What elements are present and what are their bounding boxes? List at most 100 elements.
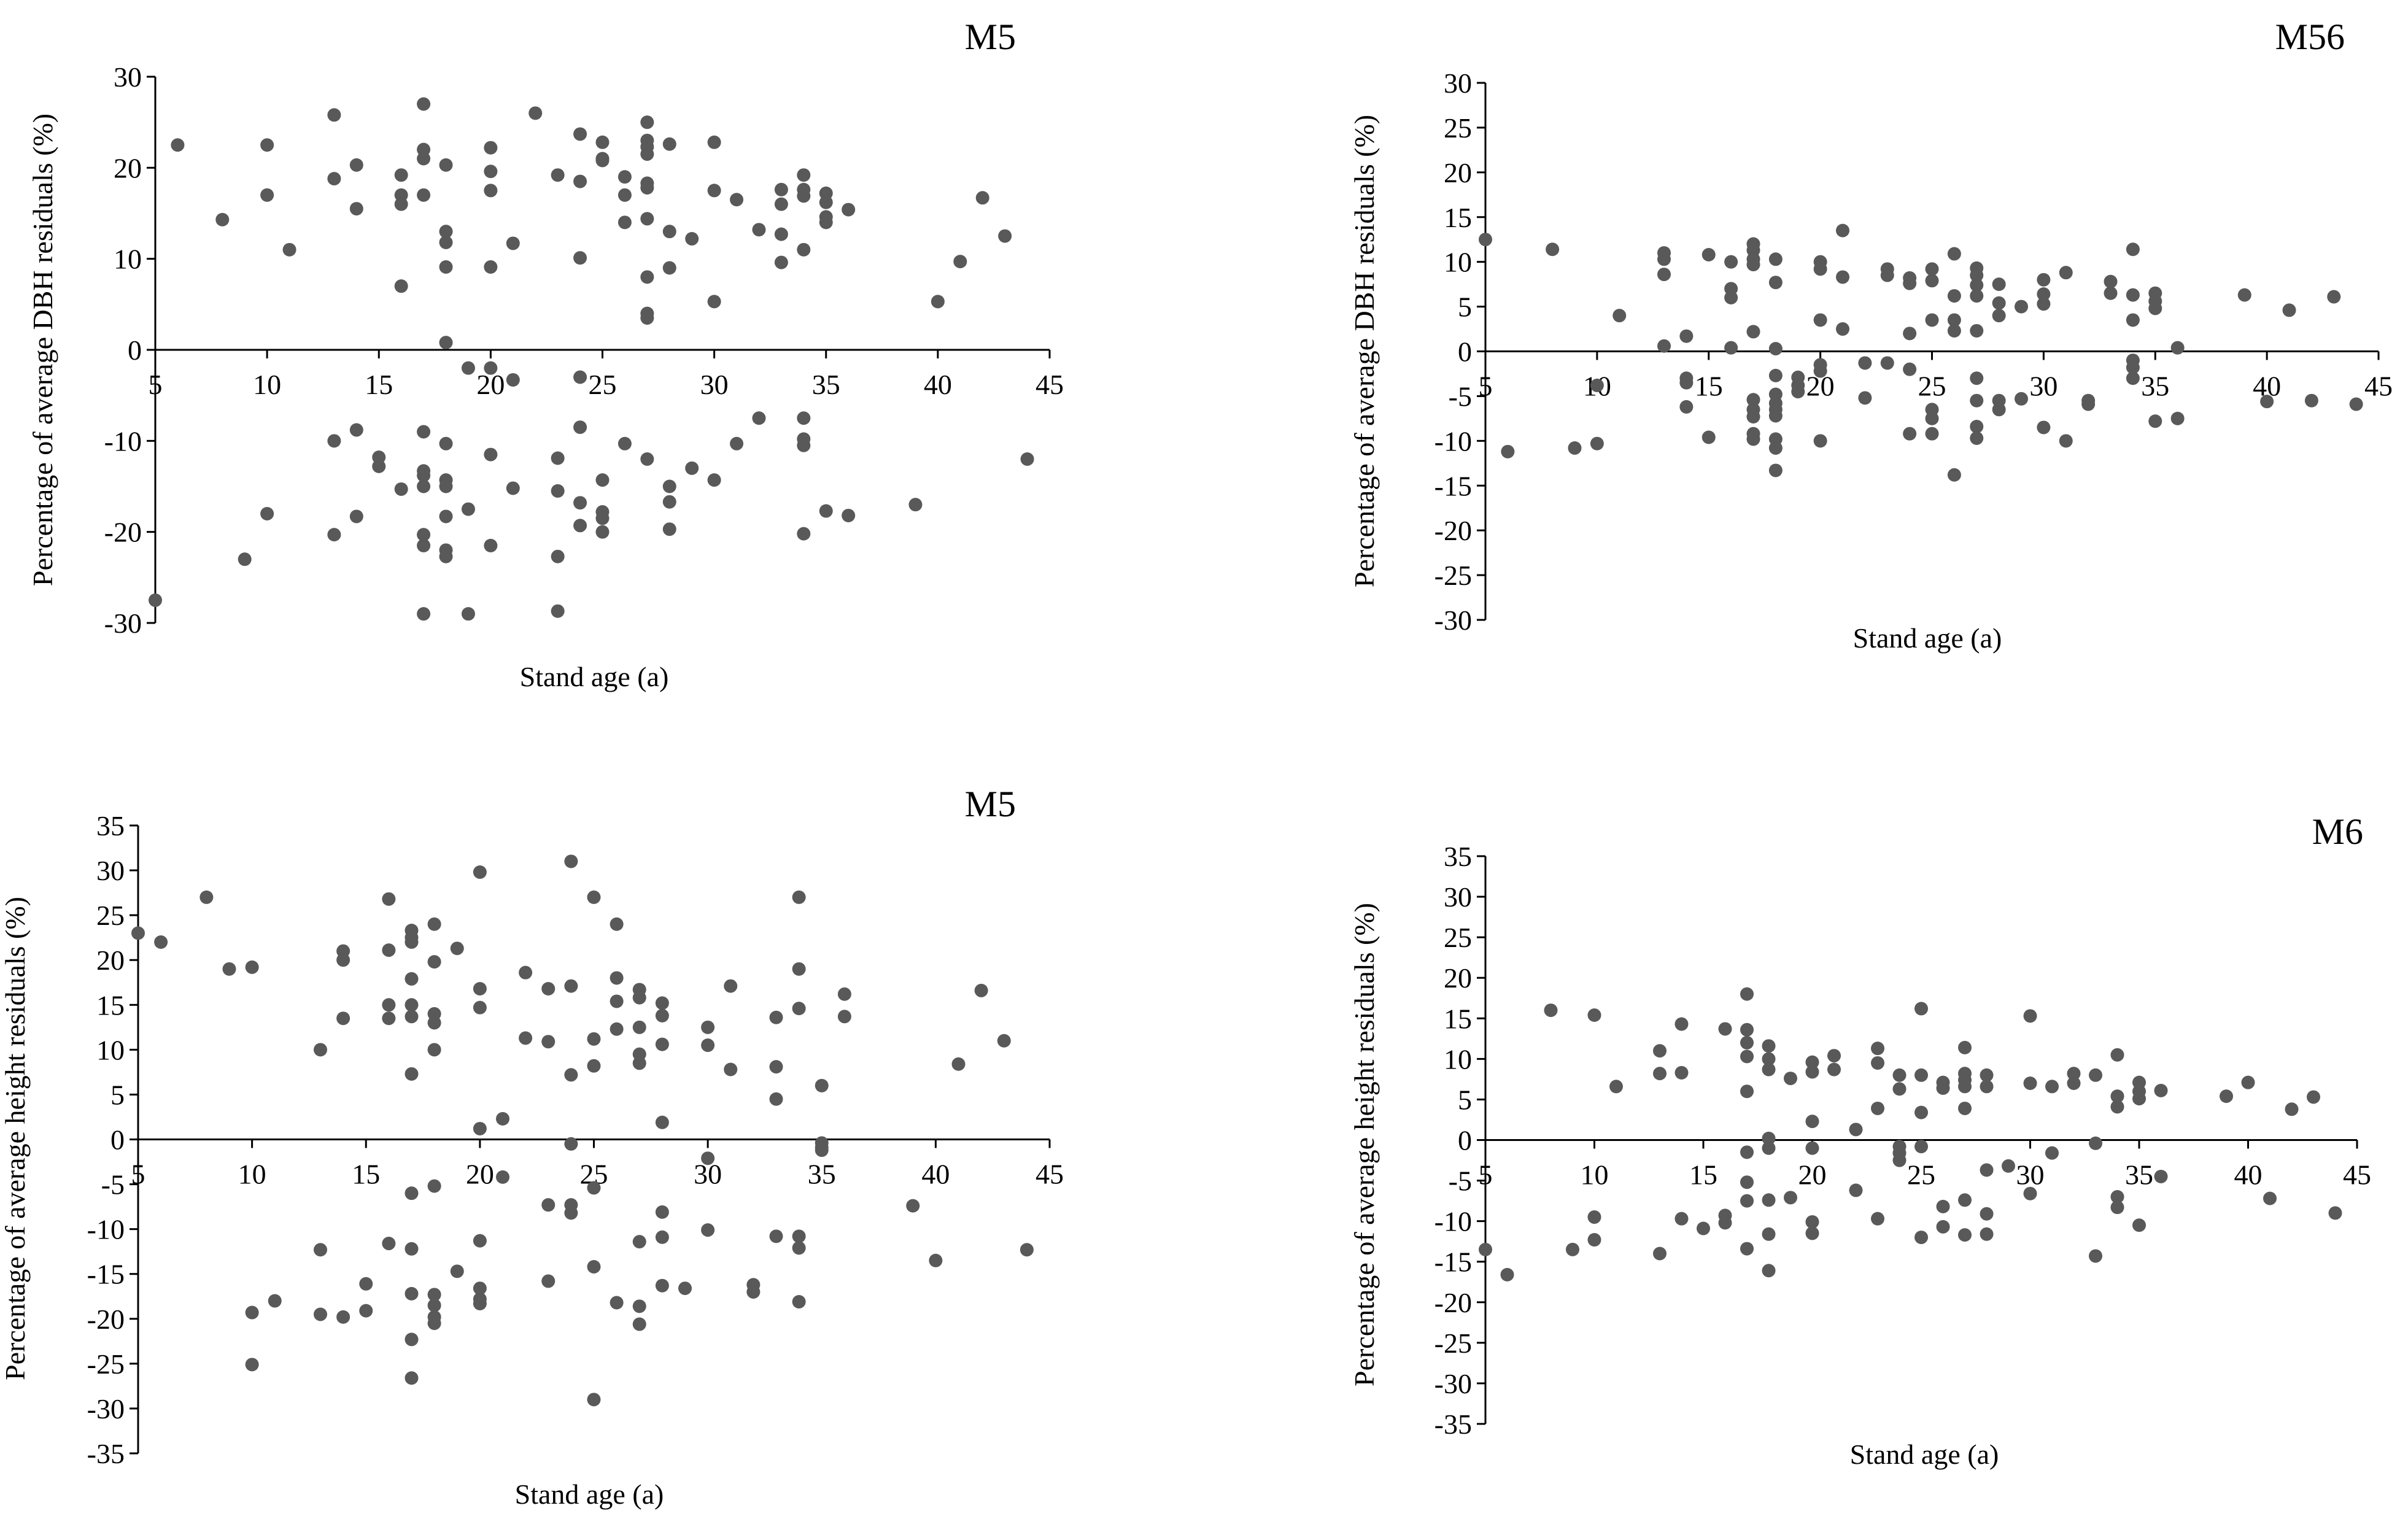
data-point — [439, 225, 453, 239]
data-point — [2059, 434, 2073, 448]
data-point — [2045, 1080, 2059, 1094]
y-tick-label: 25 — [1444, 922, 1472, 953]
data-point — [746, 1285, 761, 1299]
x-tick-label: 10 — [238, 1159, 266, 1190]
data-point — [417, 468, 431, 482]
data-point — [632, 1020, 646, 1034]
data-point — [595, 511, 610, 525]
data-point — [1892, 1153, 1907, 1167]
x-tick-label: 25 — [1907, 1159, 1935, 1191]
data-point — [1768, 463, 1783, 477]
y-tick-label: 25 — [96, 900, 125, 931]
data-point — [260, 188, 274, 202]
data-point — [1762, 1227, 1776, 1241]
data-point — [1768, 368, 1783, 382]
data-point — [2089, 1068, 2102, 1082]
x-tick-label: 5 — [1479, 1159, 1493, 1191]
data-point — [797, 189, 811, 203]
data-point — [797, 438, 811, 452]
data-point — [1657, 339, 1671, 353]
data-point — [1903, 327, 1917, 341]
data-point — [662, 522, 676, 536]
x-tick-label: 40 — [2234, 1159, 2263, 1191]
data-point — [405, 972, 419, 986]
y-tick-label: 25 — [1444, 112, 1472, 144]
data-point — [1609, 1080, 1623, 1094]
y-tick-label: 5 — [110, 1079, 125, 1110]
data-point — [149, 593, 162, 607]
data-point — [610, 994, 624, 1008]
data-point — [1768, 276, 1783, 290]
y-tick-label: -20 — [1434, 1287, 1472, 1318]
data-point — [587, 890, 601, 904]
data-point — [797, 527, 811, 541]
data-point — [427, 1316, 441, 1331]
data-point — [1827, 1049, 1841, 1063]
x-tick-label: 45 — [1036, 1159, 1064, 1190]
x-tick-label: 15 — [1689, 1159, 1717, 1191]
data-point — [2170, 411, 2185, 425]
data-point — [1791, 378, 1805, 392]
data-point — [1925, 262, 1939, 276]
data-point — [1958, 1101, 1972, 1115]
data-point — [314, 1243, 327, 1257]
data-point — [1587, 1233, 1601, 1247]
data-point — [2037, 297, 2051, 311]
data-point — [1566, 1242, 1579, 1256]
data-point — [685, 232, 699, 246]
data-point — [1657, 268, 1671, 282]
data-point — [1858, 356, 1872, 370]
data-point — [2110, 1089, 2124, 1104]
data-point — [417, 188, 431, 202]
data-point — [662, 137, 676, 151]
data-point — [906, 1199, 920, 1213]
data-point — [551, 484, 565, 498]
data-point — [752, 411, 766, 425]
x-tick-label: 45 — [2343, 1159, 2371, 1191]
data-point — [2037, 273, 2051, 287]
data-point — [222, 962, 236, 976]
data-point — [327, 108, 341, 122]
data-point — [2110, 1100, 2124, 1114]
data-point — [1740, 1242, 1754, 1256]
data-point — [1827, 1062, 1841, 1077]
data-point — [506, 236, 520, 250]
data-point — [610, 971, 624, 985]
data-point — [1813, 313, 1827, 327]
x-tick-label: 40 — [924, 369, 952, 400]
data-point — [541, 981, 556, 995]
data-point — [573, 174, 587, 188]
data-point — [551, 451, 565, 465]
data-point — [1970, 393, 1984, 408]
data-point — [610, 1022, 624, 1036]
data-point — [496, 1111, 509, 1126]
data-point — [792, 1241, 806, 1255]
data-point — [587, 1059, 601, 1073]
x-tick-label: 30 — [2016, 1159, 2045, 1191]
data-point — [1674, 1065, 1689, 1080]
x-tick-label: 5 — [1479, 371, 1493, 402]
data-point — [461, 361, 475, 375]
data-point — [484, 538, 498, 552]
data-point — [662, 261, 676, 275]
y-axis-label: Percentage of average height residuals (… — [0, 897, 31, 1380]
y-tick-label: -30 — [1434, 1368, 1472, 1399]
data-point — [496, 1170, 509, 1184]
data-point — [1546, 242, 1560, 257]
data-point — [405, 998, 419, 1012]
data-point — [473, 1282, 487, 1296]
y-tick-label: -20 — [1434, 515, 1472, 546]
data-point — [268, 1294, 282, 1308]
data-point — [2045, 1146, 2059, 1160]
data-point — [427, 1016, 441, 1030]
data-point — [2089, 1136, 2102, 1150]
data-point — [1992, 296, 2006, 310]
data-point — [2241, 1075, 2255, 1089]
data-point — [815, 1078, 829, 1092]
data-point — [564, 854, 578, 868]
data-point — [427, 1288, 441, 1302]
data-point — [953, 255, 967, 269]
data-point — [473, 865, 487, 879]
data-point — [260, 138, 274, 152]
data-point — [1740, 1050, 1754, 1064]
